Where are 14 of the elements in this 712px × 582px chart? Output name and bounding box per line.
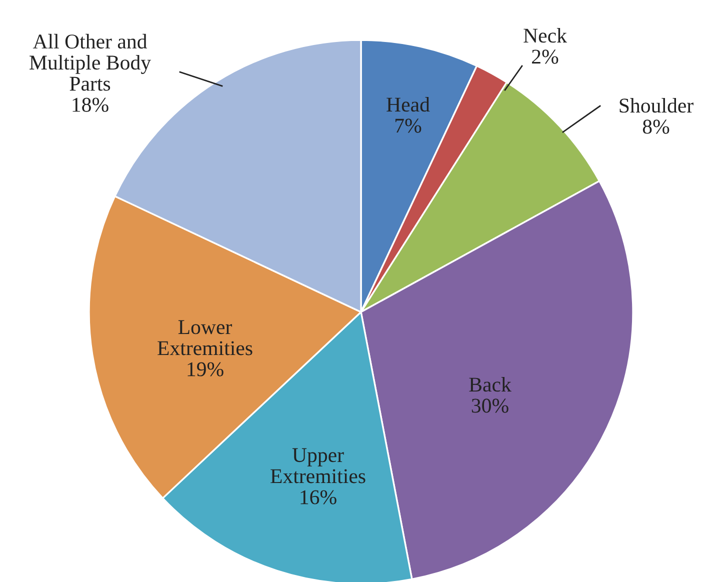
data-label: 30% xyxy=(472,398,508,413)
slice-label: Lower Extremities xyxy=(158,320,252,356)
slice-label: All Other and Multiple Body Parts xyxy=(30,34,151,91)
data-label: 7% xyxy=(395,118,422,133)
slice-label: Neck xyxy=(524,28,567,43)
slice-label: Back xyxy=(469,377,512,392)
data-label: 8% xyxy=(642,120,670,134)
slice-label: Head xyxy=(386,97,430,112)
slice-label: Shoulder xyxy=(620,98,694,113)
slice-label: Upper Extremities xyxy=(270,448,366,484)
data-label: 16% xyxy=(300,490,336,504)
data-label: 2% xyxy=(532,50,558,64)
data-label: 19% xyxy=(188,362,224,376)
data-label: 18% xyxy=(72,98,108,112)
